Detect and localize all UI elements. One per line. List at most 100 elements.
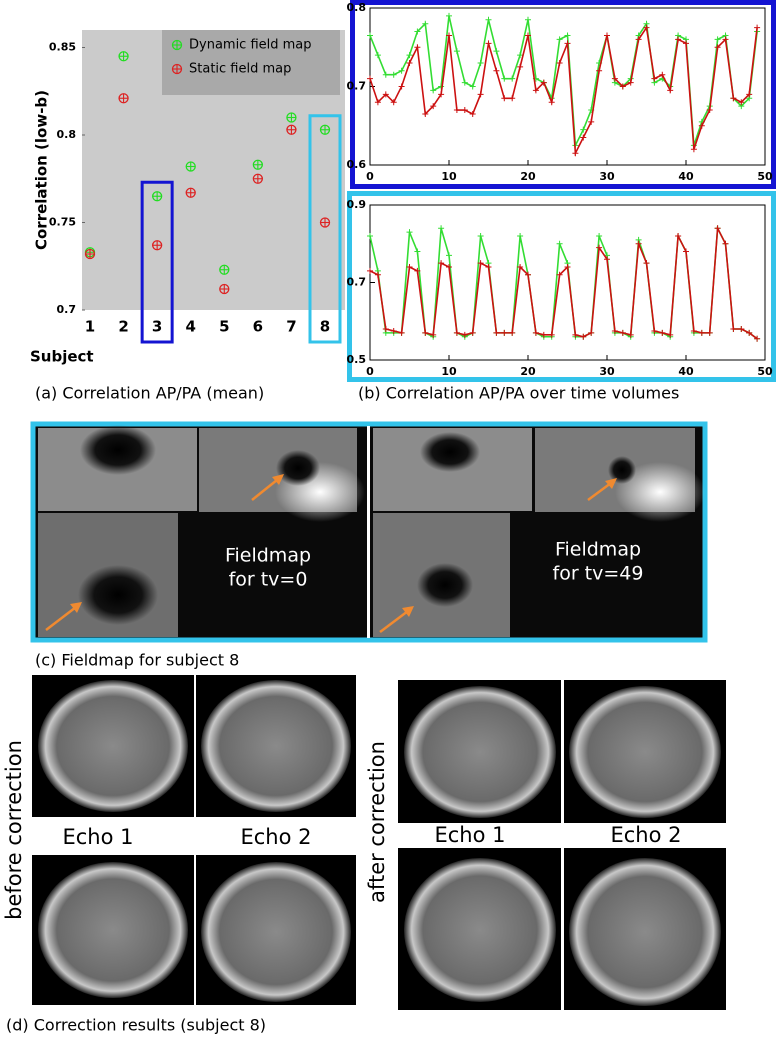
point-marker — [532, 87, 539, 94]
point-marker — [619, 329, 626, 336]
point-marker — [698, 122, 705, 129]
echo-label: Echo 2 — [240, 825, 311, 849]
point-marker — [406, 59, 413, 66]
point-marker — [422, 20, 429, 27]
point-marker — [374, 52, 381, 59]
point-marker — [509, 75, 516, 82]
data-point — [319, 124, 331, 135]
legend — [162, 30, 340, 95]
point-marker — [367, 267, 373, 274]
x-tick-label: 6 — [253, 318, 263, 336]
point-marker — [714, 44, 721, 51]
point-marker — [754, 24, 761, 31]
x-tick-label: 50 — [757, 170, 773, 183]
y-tick-label: 0.7 — [57, 303, 77, 316]
y-tick-label: 0.8 — [347, 1, 367, 14]
point-marker — [390, 71, 397, 78]
point-marker — [738, 99, 745, 106]
data-point — [185, 187, 196, 198]
point-marker — [611, 327, 618, 334]
point-marker — [453, 107, 460, 114]
point-marker — [532, 329, 539, 336]
echo-label: Echo 1 — [434, 823, 505, 847]
point-marker — [406, 52, 413, 59]
point-marker — [485, 264, 492, 270]
point-marker — [493, 48, 500, 55]
point-marker — [517, 264, 524, 270]
point-marker — [461, 331, 468, 338]
point-marker — [469, 110, 476, 117]
point-marker — [635, 240, 642, 247]
y-tick-label: 0.7 — [347, 276, 367, 289]
point-marker — [730, 326, 737, 332]
point-marker — [501, 95, 508, 102]
point-marker — [422, 110, 429, 117]
condition-label: before correction — [2, 740, 26, 920]
x-tick-label: 0 — [366, 170, 374, 183]
point-marker — [374, 99, 381, 106]
point-marker — [572, 150, 579, 157]
point-marker — [406, 229, 413, 236]
point-marker — [690, 146, 697, 153]
point-marker — [619, 83, 626, 90]
data-point — [319, 217, 331, 228]
caption: (d) Correction results (subject 8) — [6, 1016, 266, 1035]
data-point — [252, 173, 264, 184]
point-marker — [690, 327, 697, 334]
point-marker — [414, 44, 421, 51]
echo-strip — [32, 817, 356, 855]
point-marker — [643, 24, 650, 31]
point-marker — [382, 71, 389, 78]
point-marker — [611, 75, 618, 82]
point-marker — [683, 40, 689, 47]
legend-label: Dynamic field map — [189, 38, 312, 53]
point-marker — [643, 260, 650, 267]
caption: (a) Correlation AP/PA (mean) — [35, 384, 264, 403]
point-marker — [367, 75, 373, 82]
data-point — [252, 159, 264, 170]
y-tick-label: 0.7 — [347, 80, 367, 93]
frame-subject8 — [347, 191, 776, 382]
point-marker — [525, 16, 531, 23]
brain-images — [32, 675, 726, 1010]
point-marker — [509, 95, 516, 102]
x-tick-label: 10 — [441, 365, 457, 378]
point-marker — [580, 134, 587, 141]
x-tick-label: 2 — [118, 318, 128, 336]
point-marker — [604, 32, 610, 39]
echo-label: Echo 1 — [62, 825, 133, 849]
point-marker — [493, 329, 500, 336]
y-tick-label: 0.8 — [57, 128, 77, 141]
y-axis-label: Correlation (low-b) — [33, 90, 51, 250]
x-tick-label: 20 — [520, 365, 536, 378]
point-marker — [414, 248, 421, 255]
fieldmap-images — [38, 425, 705, 638]
point-marker — [509, 329, 516, 336]
point-marker — [430, 331, 437, 338]
point-marker — [746, 91, 753, 98]
point-marker — [382, 326, 389, 332]
point-marker — [517, 52, 524, 59]
point-marker — [572, 331, 579, 338]
echo-strip — [398, 823, 726, 848]
point-marker — [667, 87, 674, 94]
point-marker — [367, 32, 373, 39]
data-point — [286, 124, 297, 135]
point-marker — [588, 329, 595, 336]
point-marker — [438, 91, 445, 98]
data-point — [286, 112, 297, 123]
x-tick-label: 1 — [85, 318, 95, 336]
legend-marker — [171, 39, 183, 51]
point-marker — [706, 329, 713, 336]
point-marker — [651, 327, 658, 334]
point-marker — [556, 240, 563, 247]
point-marker — [477, 233, 484, 239]
x-tick-label: 10 — [441, 170, 457, 183]
caption: (c) Fieldmap for subject 8 — [35, 651, 239, 670]
point-marker — [722, 36, 729, 43]
point-marker — [446, 32, 452, 39]
point-marker — [580, 126, 587, 133]
point-marker — [469, 329, 476, 336]
x-tick-label: 30 — [599, 170, 615, 183]
